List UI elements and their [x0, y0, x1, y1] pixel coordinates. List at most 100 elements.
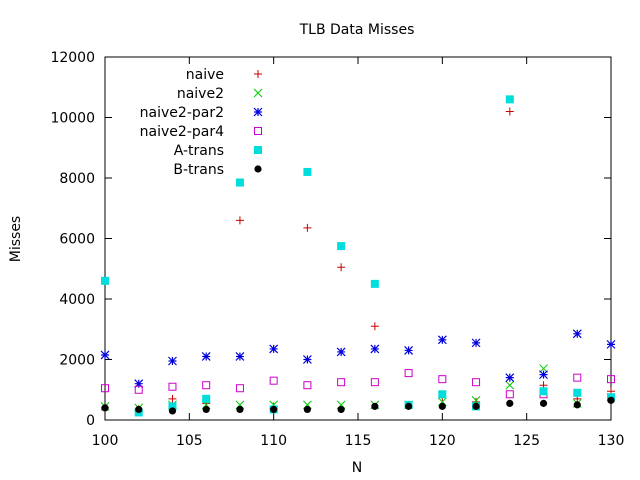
data-point	[134, 385, 143, 394]
x-tick-label: 105	[176, 433, 203, 449]
data-point	[471, 338, 481, 348]
data-point	[438, 390, 447, 399]
data-point	[573, 388, 582, 397]
data-point	[168, 394, 177, 403]
data-point	[505, 380, 515, 390]
data-point	[236, 405, 244, 414]
legend-marker	[253, 88, 263, 98]
x-tick-label: 120	[429, 433, 456, 449]
data-point	[235, 384, 244, 393]
data-point	[505, 390, 514, 399]
data-point	[302, 355, 312, 364]
x-tick-label: 125	[513, 433, 540, 449]
data-point	[168, 402, 177, 411]
y-tick-label: 8000	[59, 171, 95, 187]
data-point	[269, 344, 279, 354]
legend-entry-label: naive2-par2	[140, 105, 224, 121]
data-point	[336, 347, 346, 357]
data-point	[303, 167, 312, 176]
data-point	[573, 401, 581, 409]
data-point	[572, 329, 582, 339]
data-point	[168, 407, 177, 415]
series-naive2-par2	[100, 329, 616, 389]
data-point	[337, 378, 346, 387]
plot-marks	[100, 95, 616, 417]
data-point	[539, 370, 548, 380]
data-point	[506, 399, 514, 407]
data-point	[134, 379, 144, 389]
data-point	[370, 344, 380, 354]
data-point	[472, 402, 480, 410]
data-point	[438, 402, 446, 410]
legend-entry-label: naive2-par4	[140, 124, 224, 140]
data-point	[337, 242, 346, 251]
y-tick-label: 4000	[59, 292, 95, 308]
data-point	[607, 375, 615, 384]
data-point	[168, 382, 177, 391]
data-point	[235, 178, 244, 187]
y-tick-label: 2000	[59, 353, 95, 369]
data-point	[202, 394, 211, 403]
data-point	[370, 279, 379, 288]
legend-marker	[254, 127, 262, 135]
data-point	[101, 404, 109, 412]
legend-marker	[254, 70, 262, 78]
data-point	[269, 376, 278, 385]
data-point	[168, 356, 177, 366]
y-axis-label: Misses	[8, 216, 24, 262]
data-point	[437, 335, 447, 345]
y-tick-label: 6000	[59, 232, 95, 248]
data-point	[235, 352, 245, 361]
legend-entry-label: naive2	[177, 86, 224, 102]
data-point	[303, 381, 312, 390]
data-point	[404, 369, 413, 378]
legend: naive naive2 naive2-par2 naive2-par4 A-trans…	[140, 67, 263, 178]
data-point	[539, 387, 548, 396]
data-point	[438, 375, 447, 384]
data-point	[202, 381, 211, 390]
x-axis-label: N	[352, 460, 362, 476]
legend-entry-label: A-trans	[174, 143, 224, 159]
data-point	[270, 405, 278, 414]
series-naive2-par4	[101, 369, 615, 399]
data-point	[337, 405, 345, 414]
data-point	[135, 405, 143, 414]
data-point	[505, 95, 514, 104]
legend-entry-label: B-trans	[173, 162, 224, 178]
series-B-trans	[101, 396, 615, 415]
data-point	[101, 276, 109, 285]
data-point	[337, 263, 346, 272]
y-tick-label: 10000	[50, 111, 95, 127]
data-point	[505, 373, 515, 383]
y-tick-label: 0	[86, 413, 95, 429]
data-point	[370, 322, 379, 331]
x-tick-label: 100	[92, 433, 119, 449]
y-tick-label: 12000	[50, 50, 95, 66]
data-point	[235, 216, 244, 225]
data-point	[404, 346, 414, 355]
legend-marker	[253, 107, 263, 117]
data-point	[202, 405, 210, 414]
x-tick-label: 110	[260, 433, 287, 449]
data-point	[573, 373, 582, 382]
x-tick-label: 130	[598, 433, 625, 449]
legend-entry-label: naive	[186, 67, 224, 83]
legend-marker	[254, 146, 262, 154]
data-point	[539, 399, 548, 407]
x-tick-label: 115	[345, 433, 372, 449]
data-point	[371, 402, 379, 410]
legend-marker	[254, 165, 262, 173]
data-point	[370, 378, 379, 387]
data-point	[303, 405, 311, 414]
data-point	[472, 378, 481, 387]
data-point	[100, 350, 110, 360]
data-point	[606, 339, 616, 349]
data-point	[101, 384, 109, 393]
data-point	[303, 223, 312, 232]
plot-axes: 0 2000 4000 6000 8000 10000 12000 100 105 110 115 1…	[50, 50, 624, 449]
data-point	[505, 107, 514, 116]
series-naive2	[100, 364, 616, 413]
data-point	[607, 396, 615, 404]
data-point	[405, 402, 413, 410]
